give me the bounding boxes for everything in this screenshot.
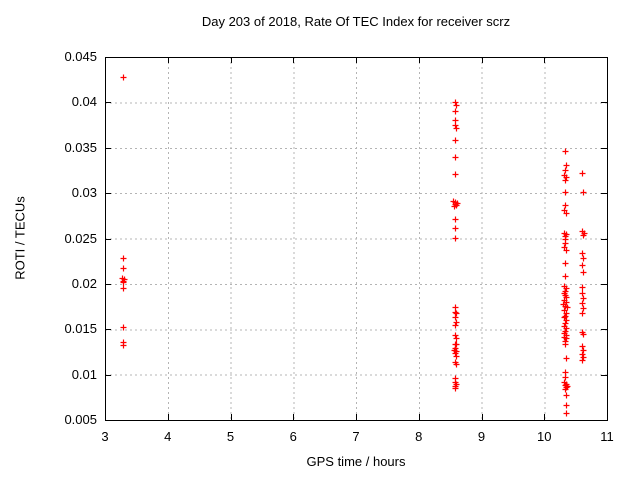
y-tick-label: 0.035 — [64, 139, 97, 155]
y-tick-label: 0.045 — [64, 49, 97, 64]
x-axis-label: GPS time / hours — [306, 454, 406, 469]
data-point-marker — [563, 317, 570, 324]
data-point-marker — [453, 353, 460, 360]
data-point-marker — [120, 324, 127, 331]
data-point-marker — [453, 361, 460, 368]
data-point-marker — [453, 125, 460, 132]
data-point-marker — [579, 310, 586, 317]
data-point-marker — [562, 202, 569, 209]
data-point-marker — [120, 342, 127, 349]
data-point-marker — [452, 385, 459, 392]
data-point-marker — [562, 386, 569, 393]
data-point-marker — [580, 255, 587, 262]
data-point-marker — [579, 290, 586, 297]
x-tick-label: 3 — [101, 429, 109, 444]
data-point-marker — [579, 351, 586, 358]
data-point-marker — [120, 265, 127, 272]
y-tick-label: 0.04 — [71, 94, 97, 110]
x-tick-label: 9 — [477, 429, 486, 444]
data-point-marker — [580, 295, 587, 302]
data-point-marker — [563, 285, 570, 292]
data-point-marker — [580, 269, 587, 276]
data-point-marker — [563, 310, 570, 317]
data-point-marker — [452, 322, 459, 329]
y-tick-label: 0.025 — [64, 230, 97, 246]
data-point-marker — [562, 148, 569, 155]
y-tick-label: 0.015 — [64, 321, 97, 337]
data-point-marker — [452, 137, 459, 144]
data-point-marker — [580, 305, 587, 312]
data-point-marker — [452, 350, 459, 357]
data-point-marker — [452, 235, 459, 242]
data-point-marker — [579, 357, 586, 364]
data-point-marker — [579, 284, 586, 291]
data-point-marker — [563, 402, 570, 409]
data-point-marker — [562, 341, 569, 348]
data-point-marker — [562, 177, 569, 184]
data-point-marker — [453, 319, 460, 326]
data-point-marker — [452, 154, 459, 161]
data-point-marker — [120, 74, 127, 81]
data-point-marker — [452, 99, 459, 106]
data-point-marker — [562, 320, 569, 327]
data-point-marker — [120, 285, 127, 292]
data-point-marker — [452, 216, 459, 223]
x-tick-label: 5 — [226, 429, 235, 444]
y-tick-label: 0.005 — [64, 412, 97, 427]
data-point-marker — [563, 174, 570, 181]
data-point-marker — [562, 167, 569, 174]
data-point-marker — [563, 162, 570, 169]
data-point-marker — [579, 262, 586, 269]
data-point-marker — [453, 335, 460, 342]
data-point-marker — [562, 374, 569, 381]
data-point-marker — [563, 335, 570, 342]
data-point-marker — [562, 273, 569, 280]
data-point-marker — [580, 232, 587, 239]
y-tick-label: 0.02 — [71, 275, 97, 291]
data-point-marker — [452, 171, 459, 178]
data-point-marker — [580, 331, 587, 338]
data-point-marker — [579, 250, 586, 257]
data-point-marker — [580, 189, 587, 196]
data-point-marker — [563, 210, 570, 217]
y-tick-label: 0.01 — [71, 366, 97, 382]
data-point-marker — [563, 392, 570, 399]
data-point-marker — [562, 189, 569, 196]
data-point-marker — [562, 313, 569, 320]
data-point-marker — [579, 343, 586, 350]
data-point-marker — [120, 255, 127, 262]
data-point-marker — [580, 347, 587, 354]
data-point-marker — [562, 260, 569, 267]
y-tick-label: 0.03 — [71, 185, 97, 201]
data-point-marker — [453, 102, 460, 109]
x-tick-label: 8 — [415, 429, 423, 444]
data-point-marker — [563, 355, 570, 362]
data-point-marker — [563, 247, 570, 254]
data-point-marker — [453, 310, 460, 317]
data-point-marker — [562, 240, 569, 247]
data-point-marker — [452, 225, 459, 232]
data-point-marker — [452, 108, 459, 115]
data-point-marker — [579, 170, 586, 177]
data-point-marker — [564, 304, 571, 311]
data-point-marker — [120, 279, 127, 286]
data-point-marker — [452, 332, 459, 339]
data-point-marker — [451, 203, 458, 210]
data-point-marker — [563, 325, 570, 332]
data-point-marker — [453, 341, 460, 348]
x-tick-label: 11 — [600, 429, 614, 444]
data-point-marker — [579, 300, 586, 307]
x-tick-label: 6 — [289, 429, 297, 444]
chart-title: Day 203 of 2018, Rate Of TEC Index for r… — [201, 14, 511, 29]
x-tick-label: 7 — [352, 429, 360, 444]
data-point-marker — [563, 410, 570, 417]
data-point-marker — [580, 354, 587, 361]
data-point-marker — [452, 314, 459, 321]
data-point-marker — [452, 122, 459, 129]
x-tick-label: 10 — [537, 429, 552, 444]
x-tick-label: 4 — [164, 429, 172, 444]
